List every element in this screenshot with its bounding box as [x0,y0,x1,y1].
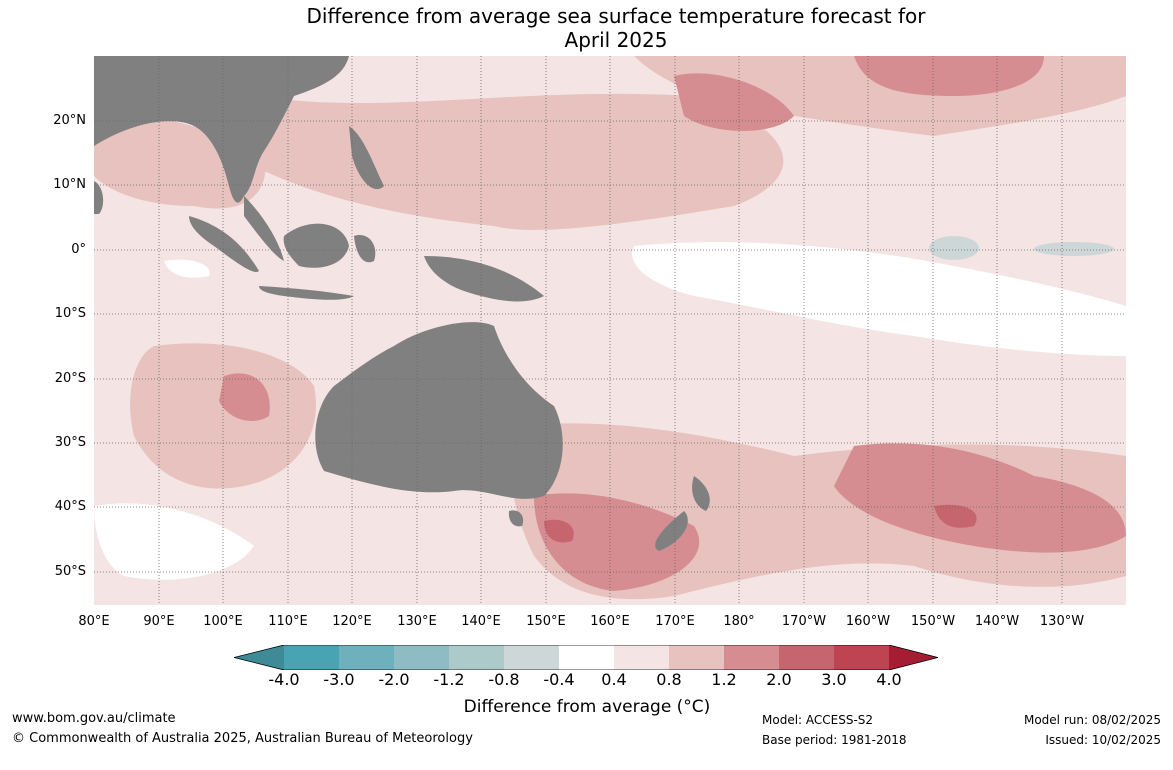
anomaly-region-neutral-sw [94,503,254,580]
base-period: Base period: 1981-2018 [762,733,907,747]
land-sumatra [189,216,259,272]
colorbar-swatch [834,645,889,670]
lon-label: 80°E [78,614,110,629]
map-title-line1: Difference from average sea surface temp… [306,4,926,28]
land-nz-south [655,511,688,551]
land-sri-lanka-india [94,181,104,214]
copyright-text: © Commonwealth of Australia 2025, Austra… [12,731,473,746]
lat-label: 20°N [53,113,86,128]
lon-label: 140°W [974,614,1020,629]
colorbar-tick: 3.0 [821,670,847,689]
sst-anomaly-map-svg [94,56,1126,605]
anomaly-region-neutral-equatorial [632,242,1126,356]
colorbar-swatch [889,645,938,670]
lon-label: 130°W [1039,614,1085,629]
lon-label: 160°E [590,614,630,629]
lat-label: 20°S [54,371,86,386]
lat-label: 50°S [54,564,86,579]
colorbar-swatch [284,645,339,670]
anomaly-region-very-strong [934,504,977,528]
land-masses [94,56,710,551]
colorbar-tick: 0.4 [601,670,627,689]
land-sulawesi [354,235,376,263]
colorbar-swatch [779,645,834,670]
map-title: Difference from average sea surface temp… [0,4,1173,52]
lon-label: 170°W [781,614,827,629]
colorbar-swatch [394,645,449,670]
colorbar-tick: -0.4 [543,670,575,689]
anomaly-region-strong-sio [219,373,270,421]
issued-date: Issued: 10/02/2025 [1045,733,1161,747]
land-malay-peninsula [244,196,284,261]
lon-label: 100°E [203,614,243,629]
colorbar-tick: 0.8 [656,670,682,689]
colorbar-swatch [669,645,724,670]
lon-label: 120°E [332,614,372,629]
colorbar-swatch [724,645,779,670]
anomaly-region-cool-2 [1034,242,1114,256]
colorbar-swatch [559,645,614,670]
lat-label: 40°S [54,499,86,514]
land-borneo [283,223,349,268]
lon-label: 110°E [268,614,308,629]
website-link[interactable]: www.bom.gov.au/climate [12,711,176,726]
colorbar-tick: -1.2 [433,670,465,689]
colorbar-svg [233,644,939,671]
colorbar-swatch [449,645,504,670]
anomaly-region-warm-north [254,93,784,230]
colorbar-tick: 2.0 [766,670,792,689]
lat-label: 30°S [54,435,86,450]
lon-label: 180° [723,614,755,629]
anomaly-region-very-strong-tasman [544,519,574,543]
anomaly-region-strong-southpac [834,443,1126,553]
land-asia [94,56,349,203]
anomaly-region-warm-sio [130,343,316,489]
sst-anomaly-map [94,56,1126,605]
anomaly-region-neutral-io [164,259,210,278]
colorbar-swatch [504,645,559,670]
anomaly-region-strong-npac-east [854,56,1044,96]
lon-label: 130°E [397,614,437,629]
lat-label: 10°N [53,177,86,192]
lon-label: 150°W [910,614,956,629]
lon-label: 150°E [526,614,566,629]
colorbar-tick: -3.0 [323,670,355,689]
colorbar-tick: 1.2 [711,670,737,689]
lat-label: 10°S [54,306,86,321]
lon-label: 170°E [655,614,695,629]
colorbar-swatch [614,645,669,670]
graticule [94,56,1126,605]
lon-label: 90°E [143,614,175,629]
colorbar-tick: 4.0 [876,670,902,689]
land-new-guinea [424,256,544,302]
land-philippines [349,126,384,190]
land-nz-north [692,476,710,511]
anomaly-region-strong-npac [674,73,794,131]
colorbar-tick: -4.0 [268,670,300,689]
colorbar-label: Difference from average (°C) [463,697,711,717]
colorbar-swatch [339,645,394,670]
map-title-line2: April 2025 [564,28,668,52]
colorbar [233,644,939,671]
anomaly-region-cool-1 [929,236,979,260]
lat-label: 0° [71,242,86,257]
land-java [259,286,354,300]
anomaly-region-strong-tasman [534,493,700,591]
lon-label: 160°W [845,614,891,629]
model-name: Model: ACCESS-S2 [762,713,874,727]
colorbar-tick: -2.0 [378,670,410,689]
land-australia [315,322,563,499]
colorbar-tick: -0.8 [488,670,520,689]
land-tasmania [508,510,524,527]
model-run-date: Model run: 08/02/2025 [1023,713,1161,727]
colorbar-swatch [234,645,284,670]
lon-label: 140°E [461,614,501,629]
